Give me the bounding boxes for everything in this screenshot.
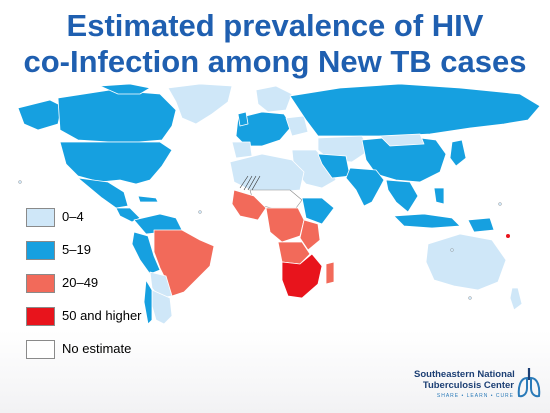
region-indonesia xyxy=(393,213,461,229)
region-japan xyxy=(449,139,467,167)
slide-title: Estimated prevalence of HIV co-Infection… xyxy=(0,8,550,80)
region-chile xyxy=(143,279,153,324)
region-usa xyxy=(59,141,173,185)
region-brazil xyxy=(153,229,215,297)
region-scandinavia xyxy=(255,85,293,113)
region-iberia xyxy=(231,141,253,159)
region-eastern-europe xyxy=(285,115,309,137)
world-map xyxy=(17,84,541,324)
title-line-1: Estimated prevalence of HIV xyxy=(66,8,484,43)
center-logo: Southeastern National Tuberculosis Cente… xyxy=(414,366,544,406)
legend-label: 20–49 xyxy=(62,275,99,290)
legend-label: 50 and higher xyxy=(62,308,142,323)
region-australia xyxy=(425,233,507,291)
region-greenland xyxy=(167,84,233,125)
region-peru xyxy=(131,231,161,275)
disputed-area xyxy=(239,175,261,191)
region-new-zealand xyxy=(509,287,523,311)
region-horn-africa xyxy=(301,197,335,225)
legend-swatch xyxy=(26,307,55,326)
region-russia xyxy=(289,84,541,137)
region-se-asia xyxy=(385,179,419,213)
logo-name-line-2: Tuberculosis Center xyxy=(422,380,514,391)
region-madagascar xyxy=(325,261,335,285)
title-line-2: co-Infection among New TB cases xyxy=(23,44,527,79)
region-europe-west xyxy=(235,111,293,147)
logo-tagline: SHARE • LEARN • CURE xyxy=(436,393,514,399)
region-mongolia xyxy=(379,133,425,147)
logo-name-line-1: Southeastern National xyxy=(414,369,515,380)
legend-swatch xyxy=(26,241,55,260)
legend-label: 5–19 xyxy=(62,242,91,257)
legend-label: No estimate xyxy=(62,341,132,356)
legend-label: 0–4 xyxy=(62,209,84,224)
region-iran xyxy=(317,153,351,179)
region-south-central-africa xyxy=(277,241,311,265)
region-central-africa xyxy=(265,207,305,243)
region-canada-islands xyxy=(99,84,151,95)
region-canada xyxy=(57,89,177,143)
region-west-africa xyxy=(231,189,267,221)
region-east-africa xyxy=(299,219,321,251)
region-mexico xyxy=(77,177,129,209)
region-caribbean xyxy=(137,195,159,203)
legend-swatch xyxy=(26,340,55,359)
region-uk xyxy=(237,111,249,127)
region-india xyxy=(345,167,385,207)
lungs-icon xyxy=(517,368,541,398)
region-philippines xyxy=(433,187,445,205)
region-alaska xyxy=(17,99,63,131)
legend-swatch xyxy=(26,208,55,227)
legend-swatch xyxy=(26,274,55,293)
logo-name: Southeastern National Tuberculosis Cente… xyxy=(414,369,515,391)
region-southern-africa xyxy=(281,253,323,299)
region-png xyxy=(467,217,495,233)
